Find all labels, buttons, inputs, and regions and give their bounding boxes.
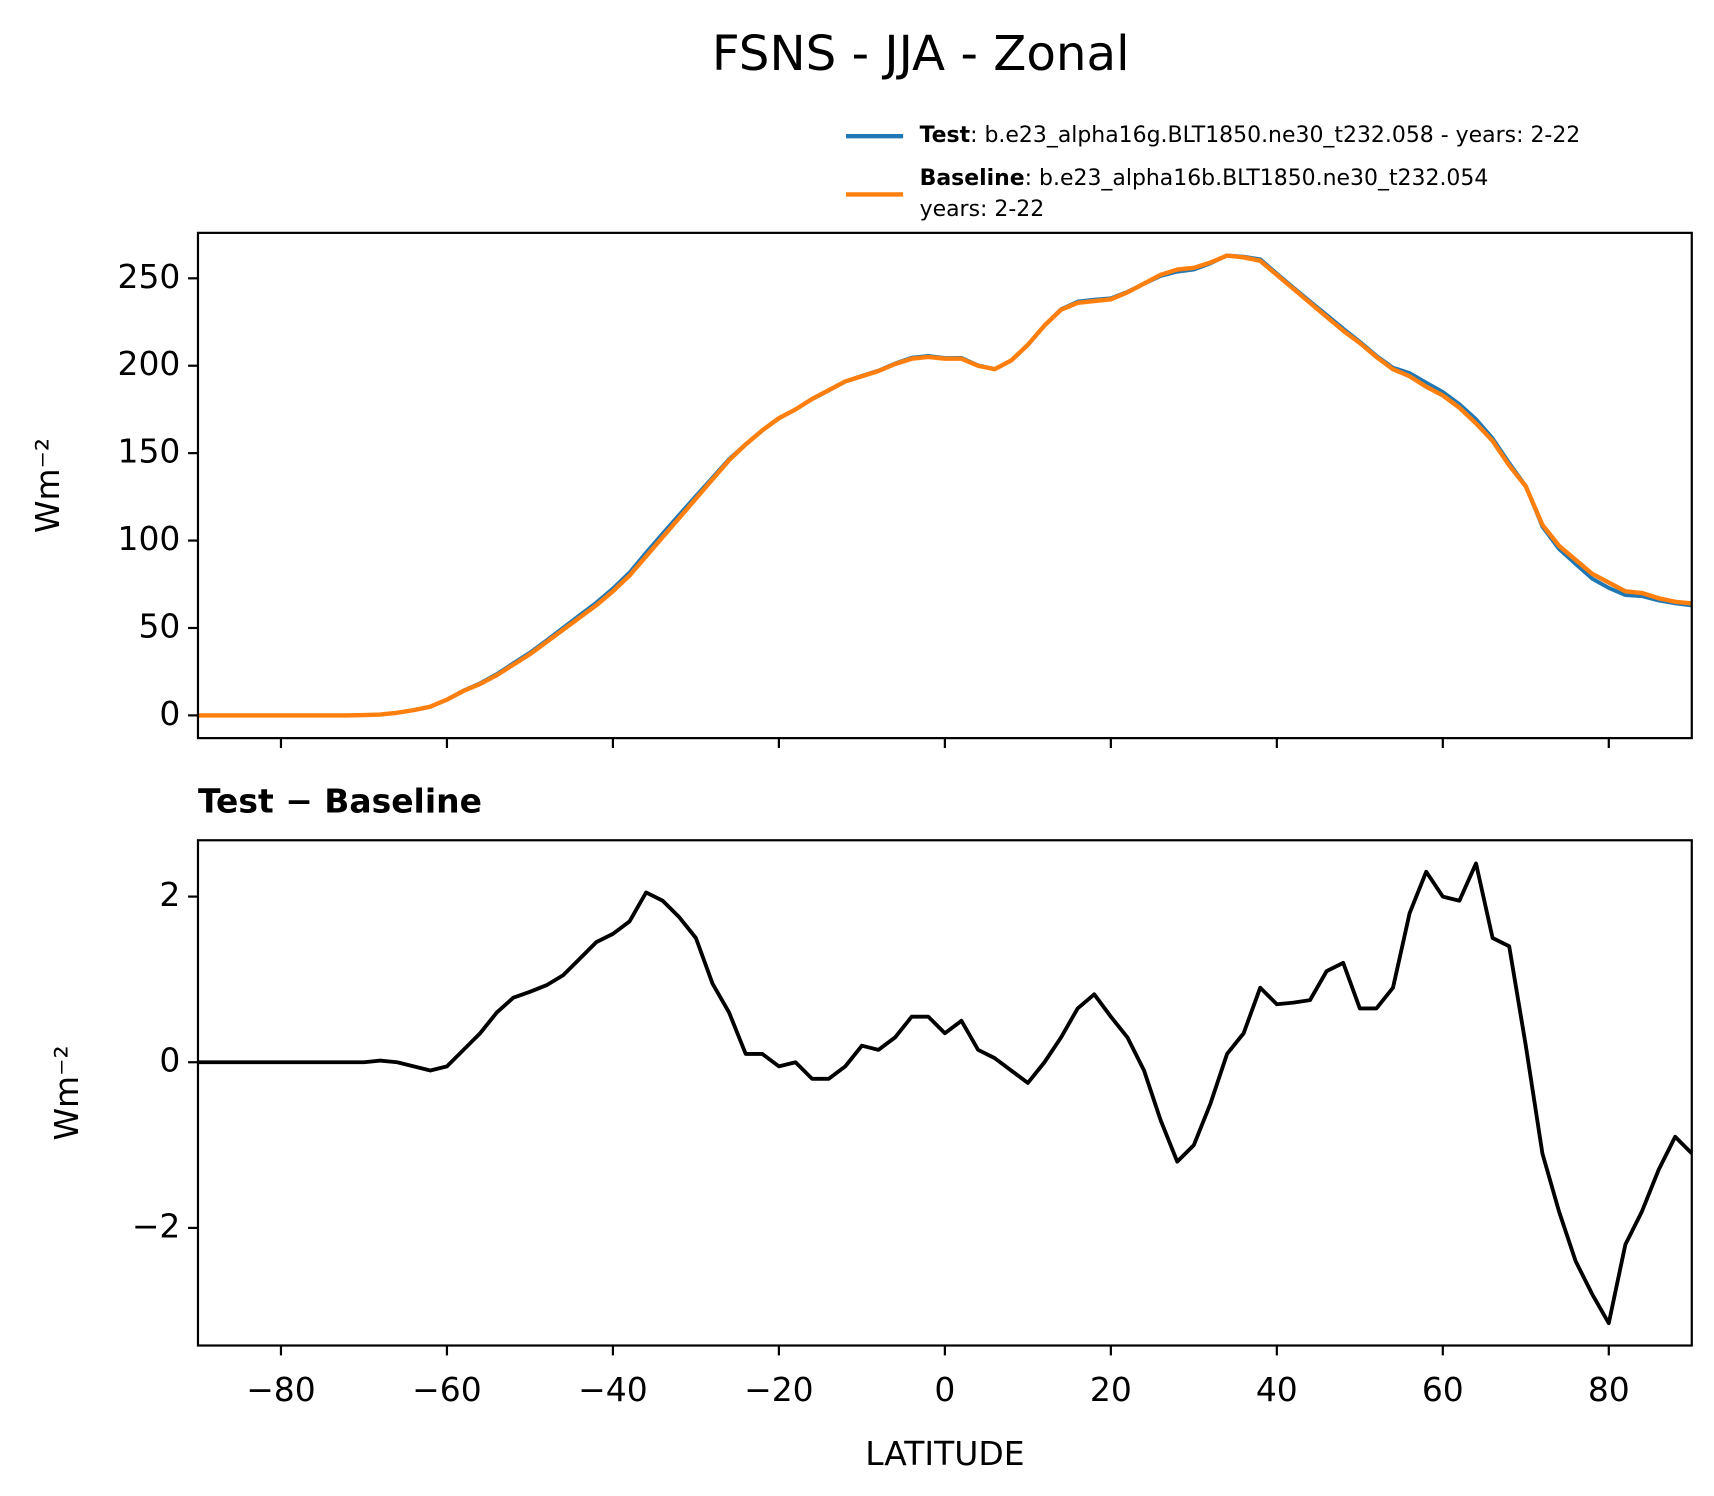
x-tick-label: −60 [412,1370,482,1409]
x-tick-label: 20 [1090,1370,1132,1409]
y-tick-label: 50 [138,606,180,645]
legend-label: Baseline: b.e23_alpha16b.BLT1850.ne30_t2… [920,166,1489,191]
legend-name: Baseline [920,166,1025,191]
x-tick-label: 80 [1588,1370,1630,1409]
x-tick-label: 40 [1256,1370,1298,1409]
y-tick-label: 150 [118,432,181,471]
legend-detail: years: 2-22 [920,197,1045,222]
x-tick-label: −80 [246,1370,316,1409]
x-tick-label: 0 [934,1370,955,1409]
y-tick-label: 0 [159,1041,180,1080]
legend-name: Test [920,123,971,148]
series-line [197,861,1694,1326]
x-tick-label: −20 [744,1370,814,1409]
y-tick-label: 100 [118,519,181,558]
y-axis-label: Wm⁻² [28,438,67,533]
series-line [197,253,1693,718]
axes-frame [196,231,1693,740]
subplot-title: Test − Baseline [198,781,482,820]
legend-detail: : b.e23_alpha16b.BLT1850.ne30_t232.054 [1025,166,1489,191]
figure-title: FSNS - JJA - Zonal [712,26,1130,82]
y-tick-label: 2 [159,875,180,914]
x-tick-label: 60 [1422,1370,1464,1409]
legend-detail: : b.e23_alpha16g.BLT1850.ne30_t232.058 -… [970,123,1580,148]
y-axis-label: Wm⁻² [47,1045,86,1140]
legend-label: Test: b.e23_alpha16g.BLT1850.ne30_t232.0… [920,123,1581,148]
y-tick-label: 200 [118,344,181,383]
y-tick-label: 250 [118,257,181,296]
x-tick-label: −40 [578,1370,648,1409]
axes-frame [196,839,1693,1347]
x-axis-label: LATITUDE [865,1434,1024,1473]
y-tick-label: −2 [132,1206,181,1245]
y-tick-label: 0 [159,694,180,733]
